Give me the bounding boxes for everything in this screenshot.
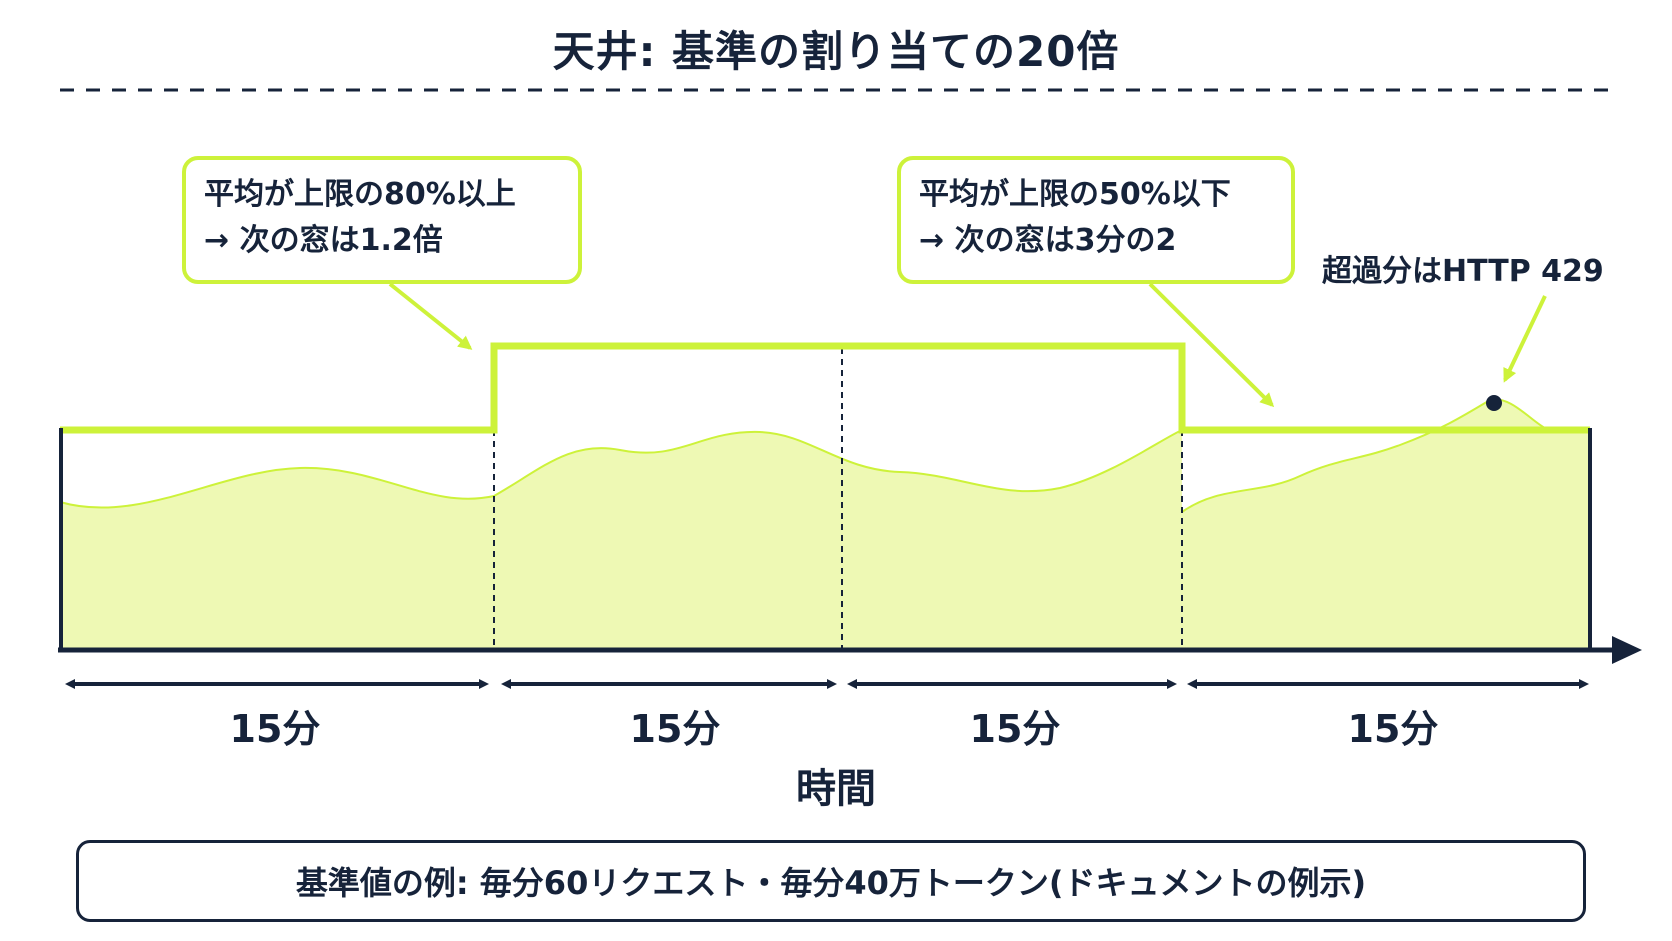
callout-decrease-line1: 平均が上限の50%以下 [919, 177, 1231, 212]
time-axis-arrowhead [1612, 636, 1642, 664]
usage-line [59, 429, 1183, 509]
limit-step-line [60, 342, 1590, 434]
callout-increase-line1: 平均が上限の80%以上 [204, 177, 516, 212]
diagram-title: 天井: 基準の割り当ての20倍 [552, 27, 1120, 76]
window-duration-3: 15分 [969, 707, 1061, 751]
callout-decrease: 平均が上限の50%以下 → 次の窓は3分の2 [897, 156, 1295, 284]
time-axis-label: 時間 [796, 766, 876, 812]
callout-decrease-line2: → 次の窓は3分の2 [919, 223, 1177, 258]
callout-arrow-decrease [1148, 282, 1275, 408]
usage-area [60, 430, 1182, 648]
overflow-note-arrow [1503, 295, 1547, 383]
footer-example-box: 基準値の例: 毎分60リクエスト・毎分40万トークン(ドキュメントの例示) [76, 840, 1586, 922]
footer-text: 基準値の例: 毎分60リクエスト・毎分40万トークン(ドキュメントの例示) [295, 864, 1367, 902]
window-duration-2: 15分 [629, 707, 721, 751]
callout-increase: 平均が上限の80%以上 → 次の窓は1.2倍 [182, 156, 582, 284]
window-duration-1: 15分 [229, 707, 321, 751]
window-duration-4: 15分 [1347, 707, 1439, 751]
callout-increase-line2: → 次の窓は1.2倍 [204, 223, 443, 258]
overflow-point [1486, 395, 1502, 411]
callout-arrow-increase [388, 282, 473, 350]
overflow-note: 超過分はHTTP 429 [1322, 254, 1604, 289]
usage-area-last-window [1182, 399, 1590, 648]
